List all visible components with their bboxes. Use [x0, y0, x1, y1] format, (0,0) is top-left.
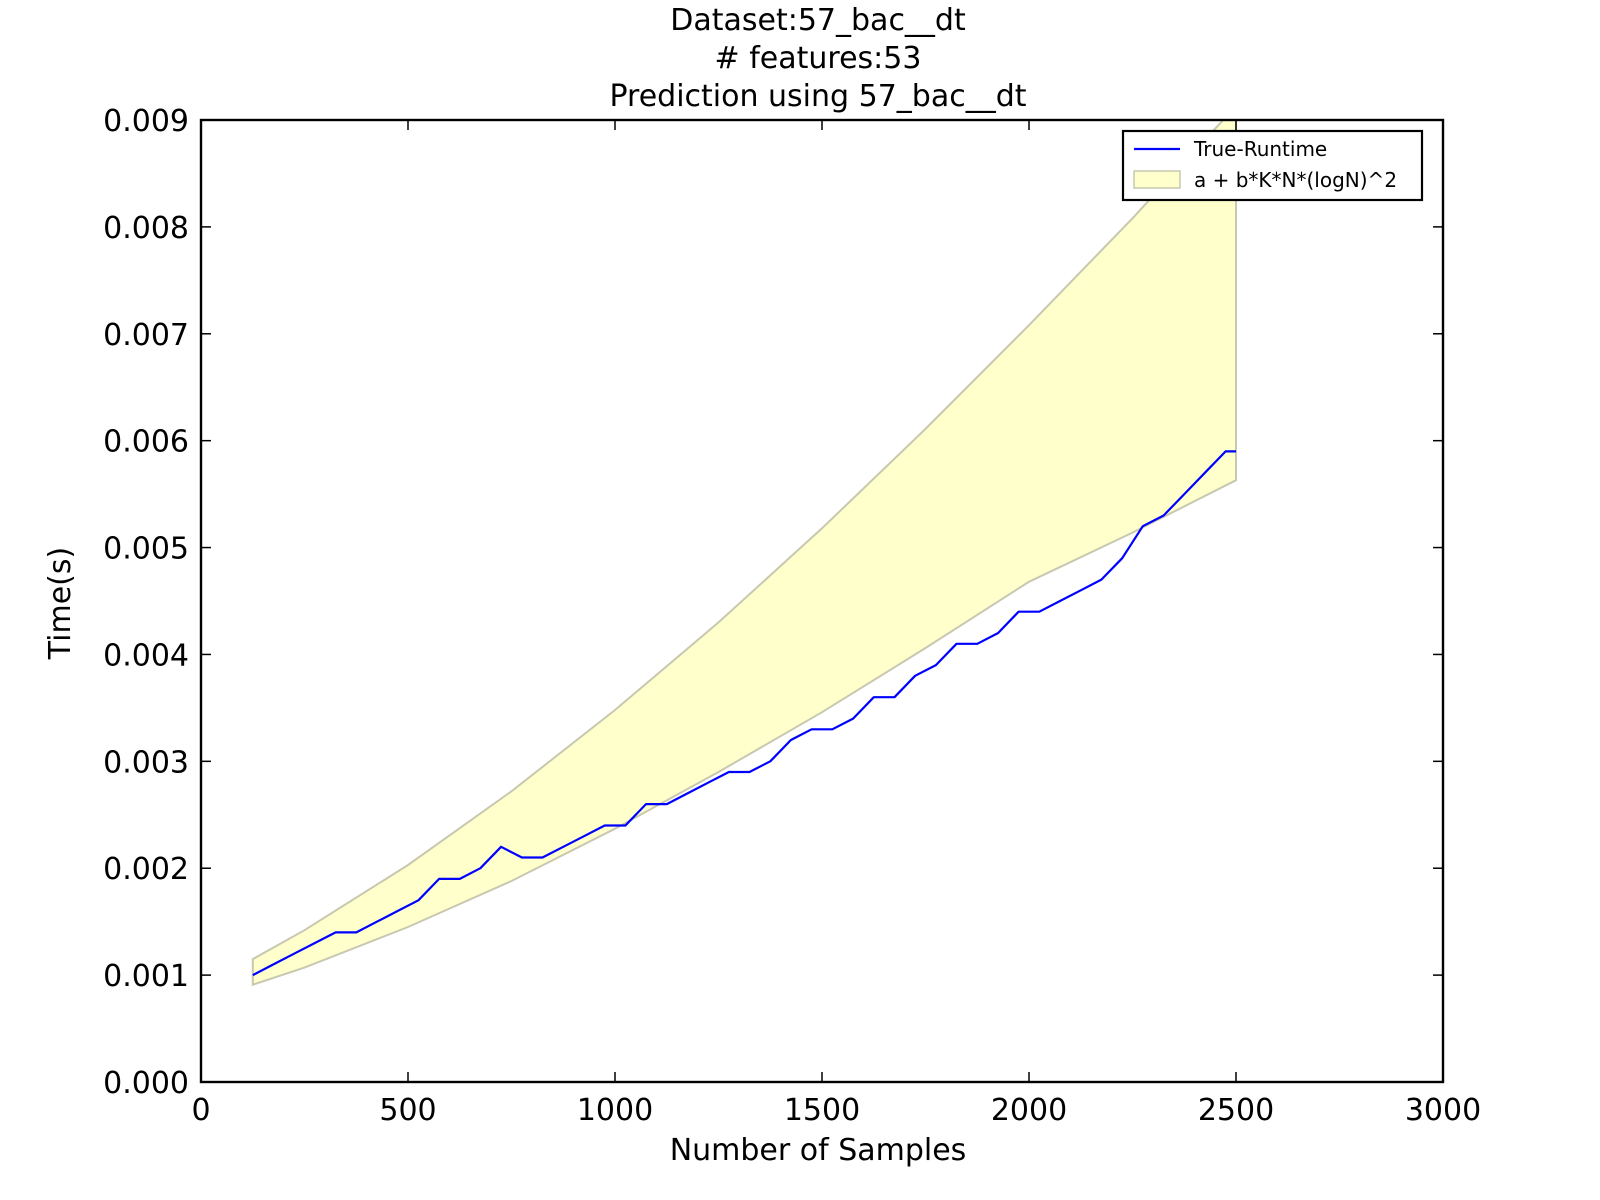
y-tick-label: 0.004: [103, 638, 189, 673]
legend: True-Runtime a + b*K*N*(logN)^2: [1121, 129, 1424, 202]
y-tick-labels: 0.000 0.001 0.002 0.003 0.004 0.005 0.006 0.007…: [103, 104, 189, 1101]
x-axis-label: Number of Samples: [670, 1133, 967, 1168]
y-tick-label: 0.002: [103, 852, 189, 887]
x-tick-label: 500: [379, 1093, 436, 1128]
y-tick-label: 0.005: [103, 532, 189, 567]
axis-ticks: [200, 119, 1444, 1083]
y-tick-label: 0.007: [103, 318, 189, 353]
title-line-1: Dataset:57_bac__dt: [670, 3, 966, 38]
legend-label-true-runtime: True-Runtime: [1193, 137, 1327, 161]
y-tick-label: 0.008: [103, 211, 189, 246]
x-tick-labels: 0 500 1000 1500 2000 2500 3000: [191, 1093, 1481, 1128]
x-tick-label: 1000: [577, 1093, 653, 1128]
y-axis-label: Time(s): [43, 547, 78, 660]
x-tick-label: 0: [191, 1093, 210, 1128]
legend-label-prediction: a + b*K*N*(logN)^2: [1194, 168, 1397, 192]
y-tick-label: 0.006: [103, 425, 189, 460]
y-tick-label: 0.000: [103, 1066, 189, 1101]
y-tick-label: 0.001: [103, 959, 189, 994]
x-tick-label: 2000: [991, 1093, 1067, 1128]
x-tick-label: 1500: [784, 1093, 860, 1128]
chart-title: Dataset:57_bac__dt # features:53 Predict…: [609, 3, 1026, 114]
legend-band-swatch: [1133, 170, 1181, 189]
true-runtime-layer: [252, 450, 1236, 977]
y-tick-label: 0.003: [103, 745, 189, 780]
prediction-band: [251, 120, 1237, 987]
prediction-band-layer: [251, 120, 1237, 987]
title-line-2: # features:53: [715, 41, 922, 76]
x-tick-label: 3000: [1405, 1093, 1481, 1128]
title-line-3: Prediction using 57_bac__dt: [609, 79, 1026, 114]
x-tick-label: 2500: [1198, 1093, 1274, 1128]
y-tick-label: 0.009: [103, 104, 189, 139]
true-runtime-line: [252, 450, 1236, 977]
